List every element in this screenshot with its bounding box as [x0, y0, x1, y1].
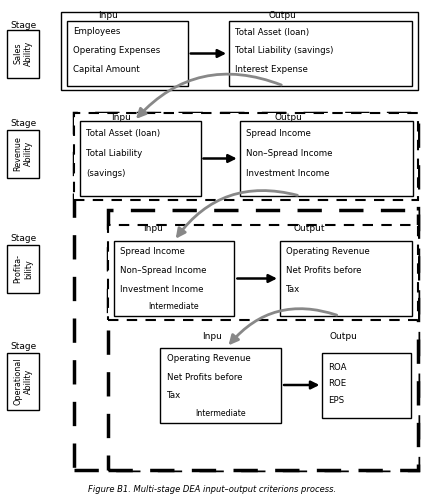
Text: ROE: ROE: [329, 380, 347, 388]
Bar: [61, 12, 418, 90]
Bar: [8, 30, 39, 78]
Text: Capital Amount: Capital Amount: [73, 64, 140, 74]
Text: Inpu: Inpu: [98, 12, 118, 20]
Text: Non–Spread Income: Non–Spread Income: [246, 149, 332, 158]
Bar: [240, 121, 413, 196]
Bar: [322, 352, 411, 418]
Text: (savings): (savings): [86, 169, 126, 178]
Text: Employees: Employees: [73, 28, 121, 36]
Bar: [108, 225, 418, 320]
Bar: [67, 21, 188, 86]
Bar: [229, 21, 412, 86]
Text: Inpu: Inpu: [111, 112, 131, 122]
Bar: [8, 352, 39, 410]
Bar: [160, 348, 281, 422]
Text: Operating Revenue: Operating Revenue: [167, 354, 251, 363]
Bar: [280, 241, 412, 316]
Text: Spread Income: Spread Income: [120, 248, 185, 256]
Bar: [8, 130, 39, 178]
Text: Profita-
bility: Profita- bility: [14, 254, 33, 283]
Text: Inpu: Inpu: [202, 332, 222, 341]
Text: Stage: Stage: [10, 20, 36, 30]
Text: ROA: ROA: [329, 363, 347, 372]
Text: Spread Income: Spread Income: [246, 129, 311, 138]
Text: Tax: Tax: [167, 391, 181, 400]
Text: Outpu: Outpu: [268, 12, 296, 20]
Text: Total Asset (loan): Total Asset (loan): [86, 129, 160, 138]
Text: Inpu: Inpu: [143, 224, 162, 233]
Text: Operating Revenue: Operating Revenue: [286, 248, 370, 256]
Text: Investment Income: Investment Income: [246, 169, 329, 178]
Text: Tax: Tax: [286, 284, 301, 294]
Text: Operating Expenses: Operating Expenses: [73, 46, 161, 55]
Text: Outpu: Outpu: [274, 112, 302, 122]
Bar: [74, 112, 418, 470]
Text: Total Liability: Total Liability: [86, 149, 142, 158]
Bar: [114, 241, 234, 316]
Bar: [108, 210, 418, 470]
Text: EPS: EPS: [329, 396, 345, 405]
Bar: [74, 112, 418, 200]
Text: Intermediate: Intermediate: [149, 302, 199, 311]
Text: Stage: Stage: [10, 342, 36, 351]
Text: Operational
Ability: Operational Ability: [14, 358, 33, 405]
Text: Net Profits before: Net Profits before: [167, 372, 242, 382]
Text: Figure B1. Multi-stage DEA input–output criterions process.: Figure B1. Multi-stage DEA input–output …: [88, 484, 336, 494]
Text: Investment Income: Investment Income: [120, 284, 204, 294]
Text: Net Profits before: Net Profits before: [286, 266, 362, 275]
Bar: [8, 245, 39, 292]
Text: Revenue
Ability: Revenue Ability: [14, 136, 33, 171]
Text: Output: Output: [294, 224, 325, 233]
Text: Stage: Stage: [10, 234, 36, 243]
Text: Sales
Ability: Sales Ability: [14, 41, 33, 66]
Text: Total Asset (loan): Total Asset (loan): [235, 28, 310, 36]
Text: Stage: Stage: [10, 120, 36, 128]
Text: Outpu: Outpu: [329, 332, 357, 341]
Bar: [80, 121, 201, 196]
Text: Total Liability (savings): Total Liability (savings): [235, 46, 334, 55]
Text: Non–Spread Income: Non–Spread Income: [120, 266, 206, 275]
Text: Interest Expense: Interest Expense: [235, 64, 308, 74]
Text: Intermediate: Intermediate: [195, 408, 246, 418]
